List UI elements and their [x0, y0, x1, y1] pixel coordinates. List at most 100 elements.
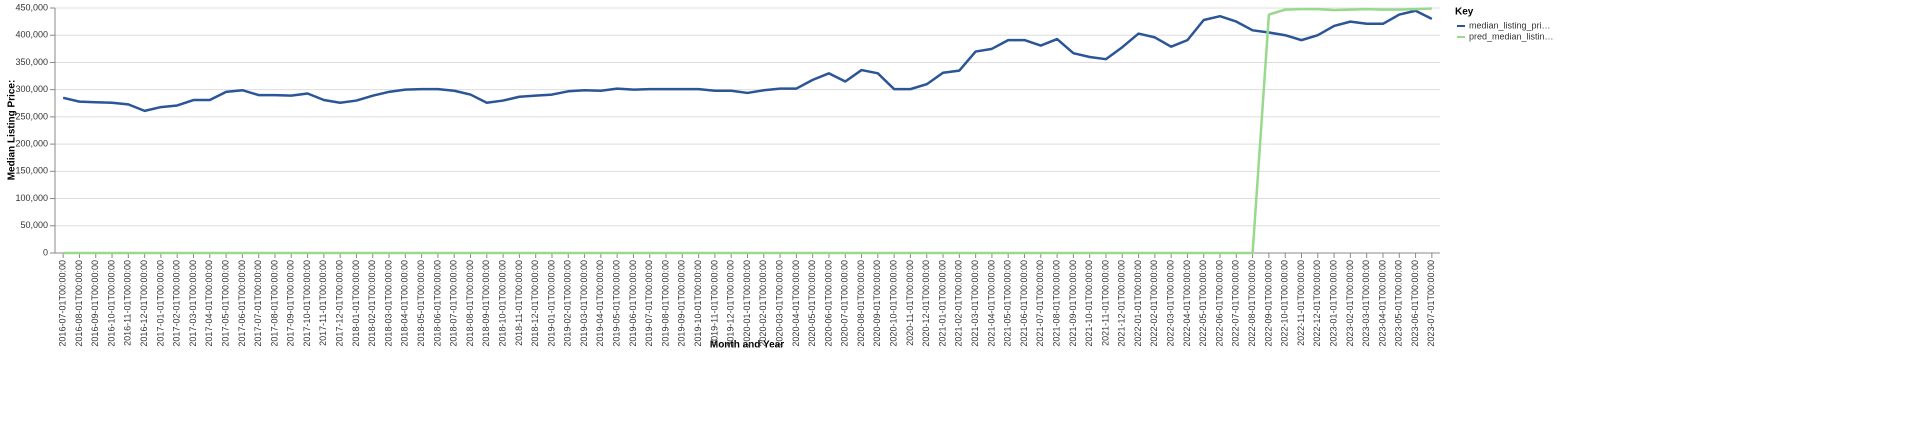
x-tick-label: 2022-12-01T00:00:00	[1312, 260, 1322, 347]
x-tick-label: 2022-04-01T00:00:00	[1182, 260, 1192, 347]
x-tick-label: 2022-06-01T00:00:00	[1214, 260, 1224, 347]
x-tick-label: 2022-10-01T00:00:00	[1280, 260, 1290, 347]
y-tick-label: 0	[43, 247, 48, 257]
x-tick-label: 2020-03-01T00:00:00	[774, 260, 784, 347]
x-tick-label: 2023-07-01T00:00:00	[1426, 260, 1436, 347]
y-tick-label: 100,000	[15, 193, 48, 203]
x-tick-label: 2016-08-01T00:00:00	[74, 260, 84, 347]
x-tick-label: 2021-08-01T00:00:00	[1051, 260, 1061, 347]
x-tick-label: 2020-10-01T00:00:00	[889, 260, 899, 347]
x-tick-label: 2023-04-01T00:00:00	[1377, 260, 1387, 347]
x-tick-label: 2017-06-01T00:00:00	[237, 260, 247, 347]
x-tick-label: 2022-07-01T00:00:00	[1231, 260, 1241, 347]
x-tick-label: 2022-08-01T00:00:00	[1247, 260, 1257, 347]
x-tick-label: 2017-12-01T00:00:00	[335, 260, 345, 347]
x-tick-label: 2017-03-01T00:00:00	[188, 260, 198, 347]
x-tick-label: 2023-05-01T00:00:00	[1394, 260, 1404, 347]
x-tick-label: 2023-06-01T00:00:00	[1410, 260, 1420, 347]
x-tick-label: 2017-07-01T00:00:00	[253, 260, 263, 347]
x-tick-label: 2022-05-01T00:00:00	[1198, 260, 1208, 347]
x-tick-label: 2021-06-01T00:00:00	[1019, 260, 1029, 347]
y-tick-label: 400,000	[15, 30, 48, 40]
x-tick-label: 2020-07-01T00:00:00	[840, 260, 850, 347]
x-tick-label: 2020-12-01T00:00:00	[921, 260, 931, 347]
y-axis-title: Median Listing Price:	[7, 80, 18, 181]
line	[62, 9, 1433, 113]
x-tick-label: 2019-07-01T00:00:00	[644, 260, 654, 347]
x-tick-label: 2019-09-01T00:00:00	[677, 260, 687, 347]
x-tick-label: 2020-08-01T00:00:00	[856, 260, 866, 347]
x-tick-label: 2020-02-01T00:00:00	[758, 260, 768, 347]
x-tick-label: 2023-03-01T00:00:00	[1361, 260, 1371, 347]
x-tick-label: 2019-08-01T00:00:00	[660, 260, 670, 347]
y-tick-label: 150,000	[15, 166, 48, 176]
x-tick-label: 2017-04-01T00:00:00	[204, 260, 214, 347]
legend-label: pred_median_listin…	[1469, 31, 1554, 41]
x-tick-label: 2022-03-01T00:00:00	[1166, 260, 1176, 347]
x-tick-label: 2021-12-01T00:00:00	[1117, 260, 1127, 347]
legend-label: median_listing_pri…	[1469, 20, 1551, 30]
x-tick-label: 2021-05-01T00:00:00	[1003, 260, 1013, 347]
x-tick-label: 2021-01-01T00:00:00	[937, 260, 947, 347]
x-tick-label: 2020-09-01T00:00:00	[872, 260, 882, 347]
x-tick-label: 2018-07-01T00:00:00	[449, 260, 459, 347]
x-tick-label: 2023-02-01T00:00:00	[1345, 260, 1355, 347]
y-tick-label: 300,000	[15, 84, 48, 94]
x-tick-label: 2019-11-01T00:00:00	[709, 260, 719, 346]
x-axis-title: Month and Year	[710, 340, 784, 351]
x-tick-label: 2019-02-01T00:00:00	[563, 260, 573, 347]
y-tick-label: 350,000	[15, 57, 48, 67]
legend-title: Key	[1455, 7, 1474, 18]
x-tick-label: 2016-10-01T00:00:00	[106, 260, 116, 347]
x-tick-label: 2020-06-01T00:00:00	[823, 260, 833, 347]
x-tick-label: 2019-01-01T00:00:00	[546, 260, 556, 347]
x-tick-label: 2021-04-01T00:00:00	[986, 260, 996, 347]
x-tick-label: 2018-12-01T00:00:00	[530, 260, 540, 347]
x-tick-label: 2022-01-01T00:00:00	[1133, 260, 1143, 347]
x-tick-label: 2023-01-01T00:00:00	[1328, 260, 1338, 347]
x-tick-label: 2021-07-01T00:00:00	[1035, 260, 1045, 347]
y-tick-label: 200,000	[15, 138, 48, 148]
x-tick-label: 2019-03-01T00:00:00	[579, 260, 589, 347]
x-tick-label: 2018-06-01T00:00:00	[432, 260, 442, 347]
x-tick-label: 2018-03-01T00:00:00	[383, 260, 393, 347]
x-tick-label: 2017-02-01T00:00:00	[172, 260, 182, 347]
x-tick-label: 2016-12-01T00:00:00	[139, 260, 149, 347]
x-tick-label: 2017-10-01T00:00:00	[302, 260, 312, 347]
x-tick-label: 2020-11-01T00:00:00	[905, 260, 915, 346]
x-tick-label: 2019-10-01T00:00:00	[693, 260, 703, 347]
x-tick-label: 2018-05-01T00:00:00	[416, 260, 426, 347]
x-tick-label: 2016-09-01T00:00:00	[90, 260, 100, 347]
x-tick-label: 2018-08-01T00:00:00	[465, 260, 475, 347]
x-tick-label: 2017-11-01T00:00:00	[318, 260, 328, 346]
x-tick-label: 2018-04-01T00:00:00	[400, 260, 410, 347]
x-tick-label: 2022-02-01T00:00:00	[1149, 260, 1159, 347]
x-tick-label: 2016-07-01T00:00:00	[58, 260, 68, 347]
x-tick-label: 2021-02-01T00:00:00	[954, 260, 964, 347]
x-tick-label: 2021-09-01T00:00:00	[1068, 260, 1078, 347]
x-tick-label: 2018-10-01T00:00:00	[497, 260, 507, 347]
x-tick-label: 2018-01-01T00:00:00	[351, 260, 361, 347]
x-tick-label: 2020-01-01T00:00:00	[742, 260, 752, 347]
y-tick-label: 50,000	[20, 220, 48, 230]
x-tick-label: 2019-04-01T00:00:00	[595, 260, 605, 347]
x-tick-label: 2022-11-01T00:00:00	[1296, 260, 1306, 346]
line	[63, 7, 1432, 255]
x-tick-label: 2018-11-01T00:00:00	[514, 260, 524, 346]
x-tick-label: 2021-03-01T00:00:00	[970, 260, 980, 347]
x-tick-label: 2020-04-01T00:00:00	[791, 260, 801, 347]
x-tick-label: 2017-05-01T00:00:00	[220, 260, 230, 347]
x-tick-label: 2022-09-01T00:00:00	[1263, 260, 1273, 347]
x-tick-label: 2019-12-01T00:00:00	[726, 260, 736, 347]
x-tick-label: 2017-01-01T00:00:00	[155, 260, 165, 347]
x-tick-label: 2021-11-01T00:00:00	[1100, 260, 1110, 346]
x-tick-label: 2018-09-01T00:00:00	[481, 260, 491, 347]
x-tick-label: 2021-10-01T00:00:00	[1084, 260, 1094, 347]
x-tick-label: 2019-06-01T00:00:00	[628, 260, 638, 347]
x-tick-label: 2017-09-01T00:00:00	[286, 260, 296, 347]
x-tick-label: 2016-11-01T00:00:00	[123, 260, 133, 346]
x-tick-label: 2019-05-01T00:00:00	[612, 260, 622, 347]
x-tick-label: 2017-08-01T00:00:00	[269, 260, 279, 347]
x-tick-label: 2020-05-01T00:00:00	[807, 260, 817, 347]
